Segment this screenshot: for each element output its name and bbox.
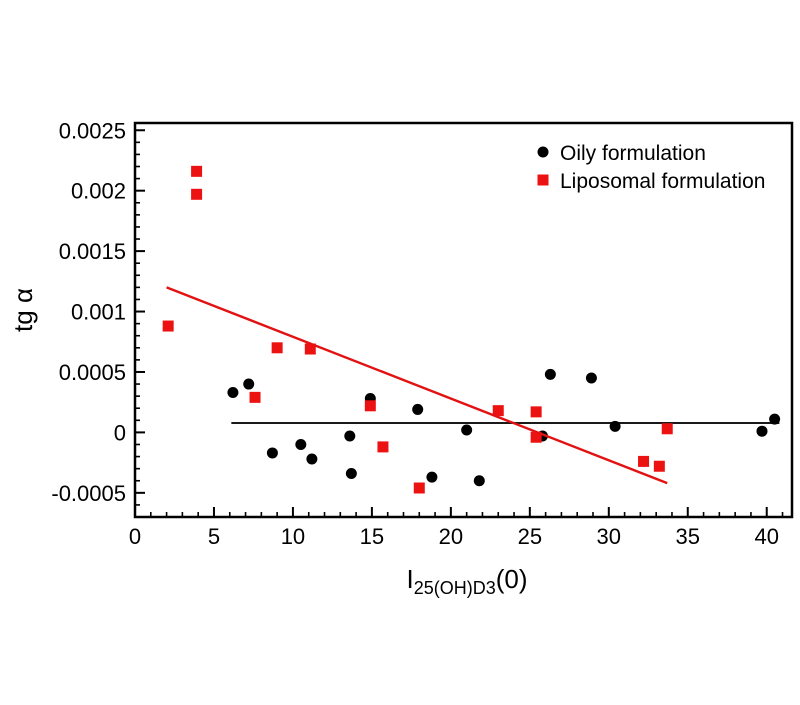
data-point-liposomal <box>364 400 376 412</box>
data-point-liposomal <box>638 455 650 467</box>
y-tick-label: 0.002 <box>71 179 126 204</box>
x-axis-title-suffix: (0) <box>496 564 528 594</box>
y-tick-label: 0.0005 <box>59 360 126 385</box>
data-point-oily <box>344 430 356 442</box>
data-point-oily <box>769 413 781 425</box>
data-point-liposomal <box>653 460 665 472</box>
data-point-oily <box>295 438 307 450</box>
data-point-liposomal <box>191 165 203 177</box>
y-tick-label: 0 <box>114 420 126 445</box>
y-tick-label: 0.0025 <box>59 118 126 143</box>
x-tick-label: 35 <box>676 524 700 549</box>
y-tick-label: 0.001 <box>71 300 126 325</box>
x-tick-label: 10 <box>281 524 305 549</box>
x-tick-label: 15 <box>360 524 384 549</box>
data-point-oily <box>426 471 438 483</box>
data-point-liposomal <box>530 431 542 443</box>
data-point-liposomal <box>304 343 316 355</box>
x-axis-title: I25(OH)D3(0) <box>406 564 527 598</box>
data-point-oily <box>345 467 357 479</box>
y-tick-label: -0.0005 <box>51 481 126 506</box>
x-tick-label: 30 <box>597 524 621 549</box>
data-point-oily <box>544 368 556 380</box>
legend-oily-marker-icon <box>537 146 549 158</box>
data-point-oily <box>461 424 473 436</box>
data-point-liposomal <box>249 391 261 403</box>
x-tick-label: 25 <box>518 524 542 549</box>
data-point-oily <box>227 387 239 399</box>
legend-liposomal-marker-icon <box>537 174 549 186</box>
x-tick-label: 20 <box>439 524 463 549</box>
data-point-oily <box>306 453 318 465</box>
data-point-oily <box>585 372 597 384</box>
data-point-liposomal <box>661 423 673 435</box>
y-tick-label: 0.0015 <box>59 239 126 264</box>
data-point-oily <box>243 378 255 390</box>
data-point-oily <box>756 425 768 437</box>
x-tick-label: 0 <box>129 524 141 549</box>
x-axis-title-subscript: 25(OH)D3 <box>414 578 496 598</box>
legend-liposomal-label: Liposomal formulation <box>560 170 765 193</box>
plot-frame <box>133 121 794 519</box>
data-point-oily <box>266 447 278 459</box>
legend: Oily formulation Liposomal formulation <box>537 142 765 193</box>
data-point-liposomal <box>191 188 203 200</box>
data-point-liposomal <box>530 406 542 418</box>
data-point-liposomal <box>271 342 283 354</box>
data-point-liposomal <box>413 482 425 494</box>
x-axis-title-prefix: I <box>406 564 413 594</box>
data-point-oily <box>473 475 485 487</box>
legend-oily-label: Oily formulation <box>560 142 706 165</box>
data-point-liposomal <box>492 405 504 417</box>
data-point-oily <box>412 403 424 415</box>
data-point-liposomal <box>162 320 174 332</box>
y-axis-title: tg α <box>8 288 38 332</box>
data-point-oily <box>609 420 621 432</box>
data-point-liposomal <box>377 441 389 453</box>
liposomal-trend-line <box>166 286 668 485</box>
x-tick-label: 5 <box>208 524 220 549</box>
x-tick-label: 40 <box>754 524 778 549</box>
